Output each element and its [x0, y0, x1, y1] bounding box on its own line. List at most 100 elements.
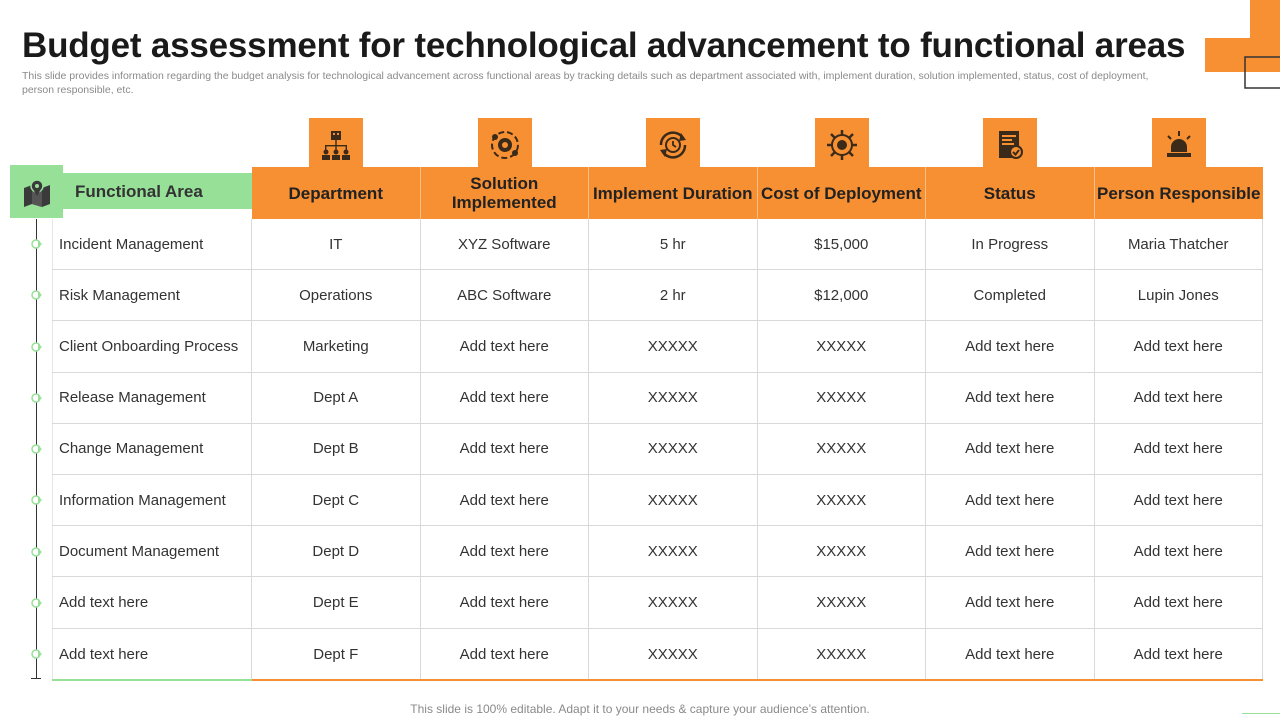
department-cell: Operations — [252, 270, 421, 321]
solution-cell: ABC Software — [421, 270, 589, 321]
table-row: Risk Management Operations ABC Software … — [52, 270, 1263, 322]
duration-cell: XXXXX — [589, 577, 758, 628]
timeline-bullet-icon — [31, 649, 42, 659]
table-row: Add text here Dept F Add text here XXXXX… — [52, 628, 1263, 680]
table-row: Document Management Dept D Add text here… — [52, 526, 1263, 578]
functional-area-label: Functional Area — [75, 182, 203, 201]
table-row: Add text here Dept E Add text here XXXXX… — [52, 577, 1263, 629]
status-cell: In Progress — [926, 219, 1095, 270]
settings-wheel-icon — [814, 118, 869, 172]
status-cell: Add text here — [926, 474, 1095, 526]
department-cell: Dept E — [252, 577, 421, 628]
timeline-end — [31, 678, 41, 679]
solution-cell: Add text here — [421, 628, 589, 680]
functional-area-cell: Information Management — [52, 474, 252, 526]
table-bottom-border — [52, 679, 1263, 681]
gear-cycle-icon — [477, 118, 532, 172]
header-person-responsible: Person Responsible — [1094, 167, 1263, 219]
solution-cell: Add text here — [421, 321, 589, 372]
header-cost-of-deployment: Cost of Deployment — [757, 167, 926, 219]
solution-cell: Add text here — [421, 474, 589, 526]
functional-area-cell: Risk Management — [52, 270, 252, 321]
person-cell: Add text here — [1095, 526, 1263, 577]
solution-cell: Add text here — [421, 423, 589, 474]
column-icons — [252, 118, 1263, 172]
header-implement-duration: Implement Duration — [589, 167, 758, 219]
cost-cell: XXXXX — [758, 577, 926, 628]
duration-cell: XXXXX — [589, 372, 758, 423]
person-cell: Lupin Jones — [1095, 270, 1263, 321]
duration-cell: 2 hr — [589, 270, 758, 321]
functional-area-cell: Incident Management — [52, 219, 252, 270]
functional-area-cell: Add text here — [52, 628, 252, 680]
table-row: Incident Management IT XYZ Software 5 hr… — [52, 219, 1263, 271]
table-row: Client Onboarding Process Marketing Add … — [52, 321, 1263, 373]
timeline-bullet-icon — [31, 598, 42, 608]
org-chart-icon — [309, 118, 364, 172]
status-cell: Add text here — [926, 526, 1095, 577]
timeline-bullet-icon — [31, 239, 42, 249]
functional-area-cell: Add text here — [52, 577, 252, 628]
functional-area-cell: Change Management — [52, 423, 252, 474]
person-cell: Add text here — [1095, 474, 1263, 526]
duration-cell: XXXXX — [589, 628, 758, 680]
duration-cell: 5 hr — [589, 219, 758, 270]
timeline-bullet-icon — [31, 290, 42, 300]
department-cell: Dept C — [252, 474, 421, 526]
person-cell: Maria Thatcher — [1095, 219, 1263, 270]
table-header: Department Solution Implemented Implemen… — [252, 167, 1263, 219]
person-cell: Add text here — [1095, 321, 1263, 372]
person-cell: Add text here — [1095, 372, 1263, 423]
timeline-bullet-icon — [31, 495, 42, 505]
department-cell: IT — [252, 219, 421, 270]
solution-cell: Add text here — [421, 526, 589, 577]
timeline-bullet-icon — [31, 547, 42, 557]
functional-area-cell: Release Management — [52, 372, 252, 423]
solution-cell: Add text here — [421, 577, 589, 628]
duration-cell: XXXXX — [589, 321, 758, 372]
footer-note: This slide is 100% editable. Adapt it to… — [410, 702, 870, 716]
header-solution-implemented: Solution Implemented — [420, 167, 589, 219]
cost-cell: XXXXX — [758, 423, 926, 474]
functional-area-cell: Document Management — [52, 526, 252, 577]
clock-cycle-icon — [646, 118, 701, 172]
page-title: Budget assessment for technological adva… — [22, 26, 1186, 65]
header-department: Department — [252, 167, 421, 219]
cost-cell: $12,000 — [758, 270, 926, 321]
duration-cell: XXXXX — [589, 474, 758, 526]
duration-cell: XXXXX — [589, 423, 758, 474]
page-subtitle: This slide provides information regardin… — [22, 70, 1149, 96]
duration-cell: XXXXX — [589, 526, 758, 577]
functional-area-cell: Client Onboarding Process — [52, 321, 252, 372]
person-cell: Add text here — [1095, 423, 1263, 474]
corner-outline-decoration — [1244, 56, 1280, 89]
department-cell: Marketing — [252, 321, 421, 372]
header-status: Status — [926, 167, 1095, 219]
map-pin-icon — [10, 165, 63, 218]
table-row: Change Management Dept B Add text here X… — [52, 423, 1263, 475]
solution-cell: Add text here — [421, 372, 589, 423]
table-row: Information Management Dept C Add text h… — [52, 474, 1263, 527]
budget-table: Incident Management IT XYZ Software 5 hr… — [52, 219, 1263, 680]
timeline-bullet-icon — [31, 342, 42, 352]
person-cell: Add text here — [1095, 577, 1263, 628]
person-cell: Add text here — [1095, 628, 1263, 680]
cost-cell: XXXXX — [758, 526, 926, 577]
timeline-bullet-icon — [31, 444, 42, 454]
table-row: Release Management Dept A Add text here … — [52, 372, 1263, 424]
status-cell: Completed — [926, 270, 1095, 321]
status-cell: Add text here — [926, 423, 1095, 474]
status-cell: Add text here — [926, 372, 1095, 423]
department-cell: Dept A — [252, 372, 421, 423]
status-cell: Add text here — [926, 628, 1095, 680]
department-cell: Dept F — [252, 628, 421, 680]
cost-cell: XXXXX — [758, 372, 926, 423]
alert-light-icon — [1151, 118, 1206, 172]
cost-cell: XXXXX — [758, 628, 926, 680]
status-cell: Add text here — [926, 321, 1095, 372]
cost-cell: XXXXX — [758, 474, 926, 526]
cost-cell: XXXXX — [758, 321, 926, 372]
cost-cell: $15,000 — [758, 219, 926, 270]
status-cell: Add text here — [926, 577, 1095, 628]
document-check-icon — [983, 118, 1038, 172]
